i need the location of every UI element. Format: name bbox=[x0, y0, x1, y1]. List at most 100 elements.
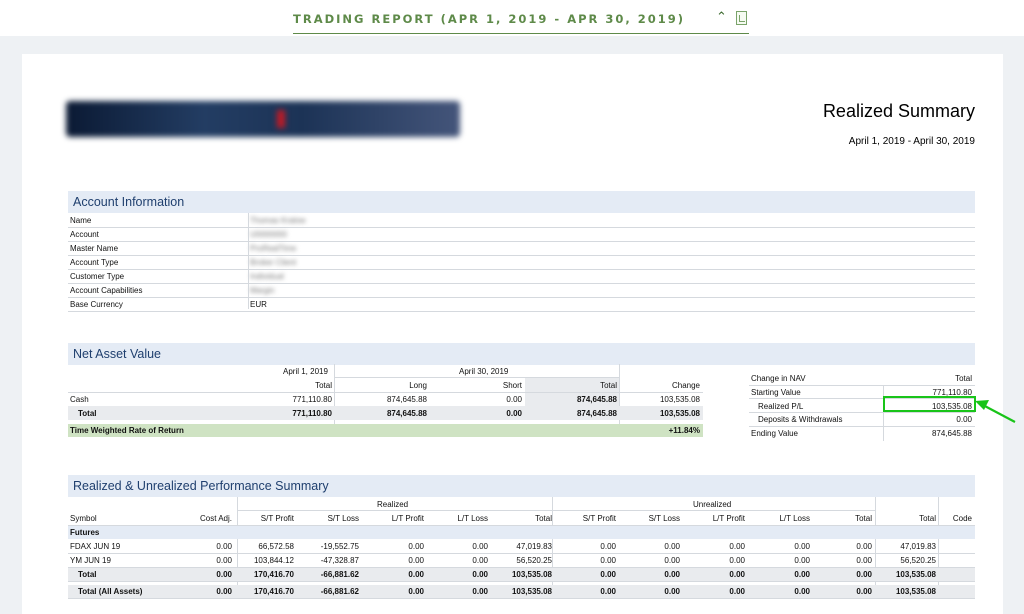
perf-cell: 0.00 bbox=[729, 542, 745, 551]
perf-cell: 0.00 bbox=[856, 556, 872, 565]
account-info-line bbox=[68, 283, 975, 284]
perf-header: Realized & Unrealized Performance Summar… bbox=[68, 475, 975, 497]
change-line bbox=[749, 412, 975, 413]
perf-col-header: S/T Loss bbox=[648, 514, 680, 523]
perf-col-header: Symbol bbox=[70, 514, 97, 523]
perf-cell: 103,535.08 bbox=[895, 587, 936, 596]
perf-cell: 0.00 bbox=[216, 587, 232, 596]
account-info-label: Account bbox=[70, 230, 99, 239]
perf-cell: 66,572.58 bbox=[258, 542, 294, 551]
nav-cell: 771,110.80 bbox=[292, 409, 332, 418]
chevron-up-icon[interactable]: ⌃ bbox=[716, 9, 727, 24]
change-row-label: Deposits & Withdrawals bbox=[758, 415, 843, 424]
perf-cell: 0.00 bbox=[856, 570, 872, 579]
nav-divider bbox=[334, 364, 335, 434]
broker-logo-mark bbox=[277, 110, 285, 128]
report-paper: Realized Summary April 1, 2019 - April 3… bbox=[22, 54, 1016, 614]
nav-line bbox=[334, 377, 620, 378]
change-row-label: Starting Value bbox=[751, 388, 801, 397]
perf-cell: 56,520.25 bbox=[516, 556, 552, 565]
perf-cell: 0.00 bbox=[729, 587, 745, 596]
nav-col-header: Short bbox=[502, 381, 522, 390]
account-info-line bbox=[68, 311, 975, 312]
perf-cell: -66,881.62 bbox=[320, 587, 359, 596]
change-row-label: Realized P/L bbox=[758, 402, 804, 411]
account-info-line bbox=[68, 297, 975, 298]
nav-line bbox=[68, 392, 703, 393]
account-info-line bbox=[68, 227, 975, 228]
account-info-label: Account Type bbox=[70, 258, 119, 267]
green-arrow-icon bbox=[975, 400, 1016, 423]
nav-row-label: Total bbox=[78, 409, 97, 418]
change-row-value: 874,645.88 bbox=[931, 429, 972, 438]
perf-cell: 0.00 bbox=[600, 556, 616, 565]
change-line bbox=[749, 398, 975, 399]
perf-cell: 47,019.83 bbox=[900, 542, 936, 551]
perf-line bbox=[237, 510, 875, 511]
perf-row-label: Total (All Assets) bbox=[78, 587, 143, 596]
perf-divider bbox=[552, 497, 553, 597]
nav-cell: 874,645.88 bbox=[576, 409, 617, 418]
account-info-label: Name bbox=[70, 216, 92, 225]
perf-cell: 0.00 bbox=[856, 542, 872, 551]
nav-row-label: Cash bbox=[70, 395, 89, 404]
perf-cell: 0.00 bbox=[472, 570, 488, 579]
change-line bbox=[749, 385, 975, 386]
nav-header: Net Asset Value bbox=[68, 343, 975, 365]
change-divider bbox=[883, 385, 884, 441]
perf-col-header: L/T Profit bbox=[712, 514, 745, 523]
account-info-label: Customer Type bbox=[70, 272, 125, 281]
perf-cell: 0.00 bbox=[216, 556, 232, 565]
perf-row-label: FDAX JUN 19 bbox=[70, 542, 121, 551]
account-info-value: U0000000 bbox=[250, 230, 287, 239]
account-info-label: Base Currency bbox=[70, 300, 123, 309]
nav-col-header: Change bbox=[671, 381, 700, 390]
account-info-label: Account Capabilities bbox=[70, 286, 143, 295]
account-info-label: Master Name bbox=[70, 244, 119, 253]
perf-col-header: L/T Loss bbox=[457, 514, 488, 523]
perf-cell: 0.00 bbox=[472, 556, 488, 565]
perf-cell: 0.00 bbox=[794, 556, 810, 565]
perf-divider bbox=[938, 497, 939, 597]
report-title: Realized Summary bbox=[822, 101, 975, 121]
excel-download-icon[interactable] bbox=[736, 11, 747, 25]
perf-col-header: Total bbox=[919, 514, 936, 523]
perf-cell: 0.00 bbox=[794, 542, 810, 551]
perf-cell: 0.00 bbox=[408, 542, 424, 551]
perf-row-label: Total bbox=[78, 570, 97, 579]
nav-cell: 103,535.08 bbox=[659, 395, 700, 404]
perf-total-shade bbox=[68, 568, 975, 581]
nav-col-header: Long bbox=[409, 381, 427, 390]
perf-cell: 0.00 bbox=[729, 570, 745, 579]
nav-col-header: Total bbox=[600, 381, 617, 390]
perf-cell: 0.00 bbox=[664, 587, 680, 596]
perf-cell: 0.00 bbox=[600, 587, 616, 596]
report-period: April 1, 2019 - April 30, 2019 bbox=[848, 136, 975, 147]
perf-line bbox=[68, 525, 975, 526]
perf-col-header: Total bbox=[855, 514, 872, 523]
perf-col-header: Code bbox=[952, 514, 972, 523]
change-nav-header: Change in NAV bbox=[751, 374, 806, 383]
nav-cell: 874,645.88 bbox=[386, 395, 427, 404]
account-info-header: Account Information bbox=[68, 191, 975, 213]
perf-cell: -66,881.62 bbox=[320, 570, 359, 579]
perf-cell: 0.00 bbox=[408, 587, 424, 596]
change-line bbox=[749, 426, 975, 427]
perf-cell: 0.00 bbox=[729, 556, 745, 565]
perf-cell: 0.00 bbox=[856, 587, 872, 596]
account-info-value: Individual bbox=[250, 272, 284, 281]
perf-total-shade bbox=[68, 585, 975, 598]
change-row-value: 0.00 bbox=[956, 415, 972, 424]
account-info-line bbox=[68, 269, 975, 270]
account-info-value: EUR bbox=[250, 300, 267, 309]
change-row-label: Ending Value bbox=[751, 429, 798, 438]
perf-cell: 0.00 bbox=[472, 587, 488, 596]
account-info-value: Margin bbox=[250, 286, 275, 295]
change-row-value: 771,110.80 bbox=[932, 388, 972, 397]
perf-col-header: S/T Loss bbox=[327, 514, 359, 523]
perf-col-header: Total bbox=[535, 514, 552, 523]
nav-total-col-shade bbox=[525, 393, 619, 406]
perf-category-shade bbox=[68, 526, 975, 539]
perf-category: Futures bbox=[70, 528, 100, 537]
nav-total-row-shade bbox=[68, 406, 703, 420]
